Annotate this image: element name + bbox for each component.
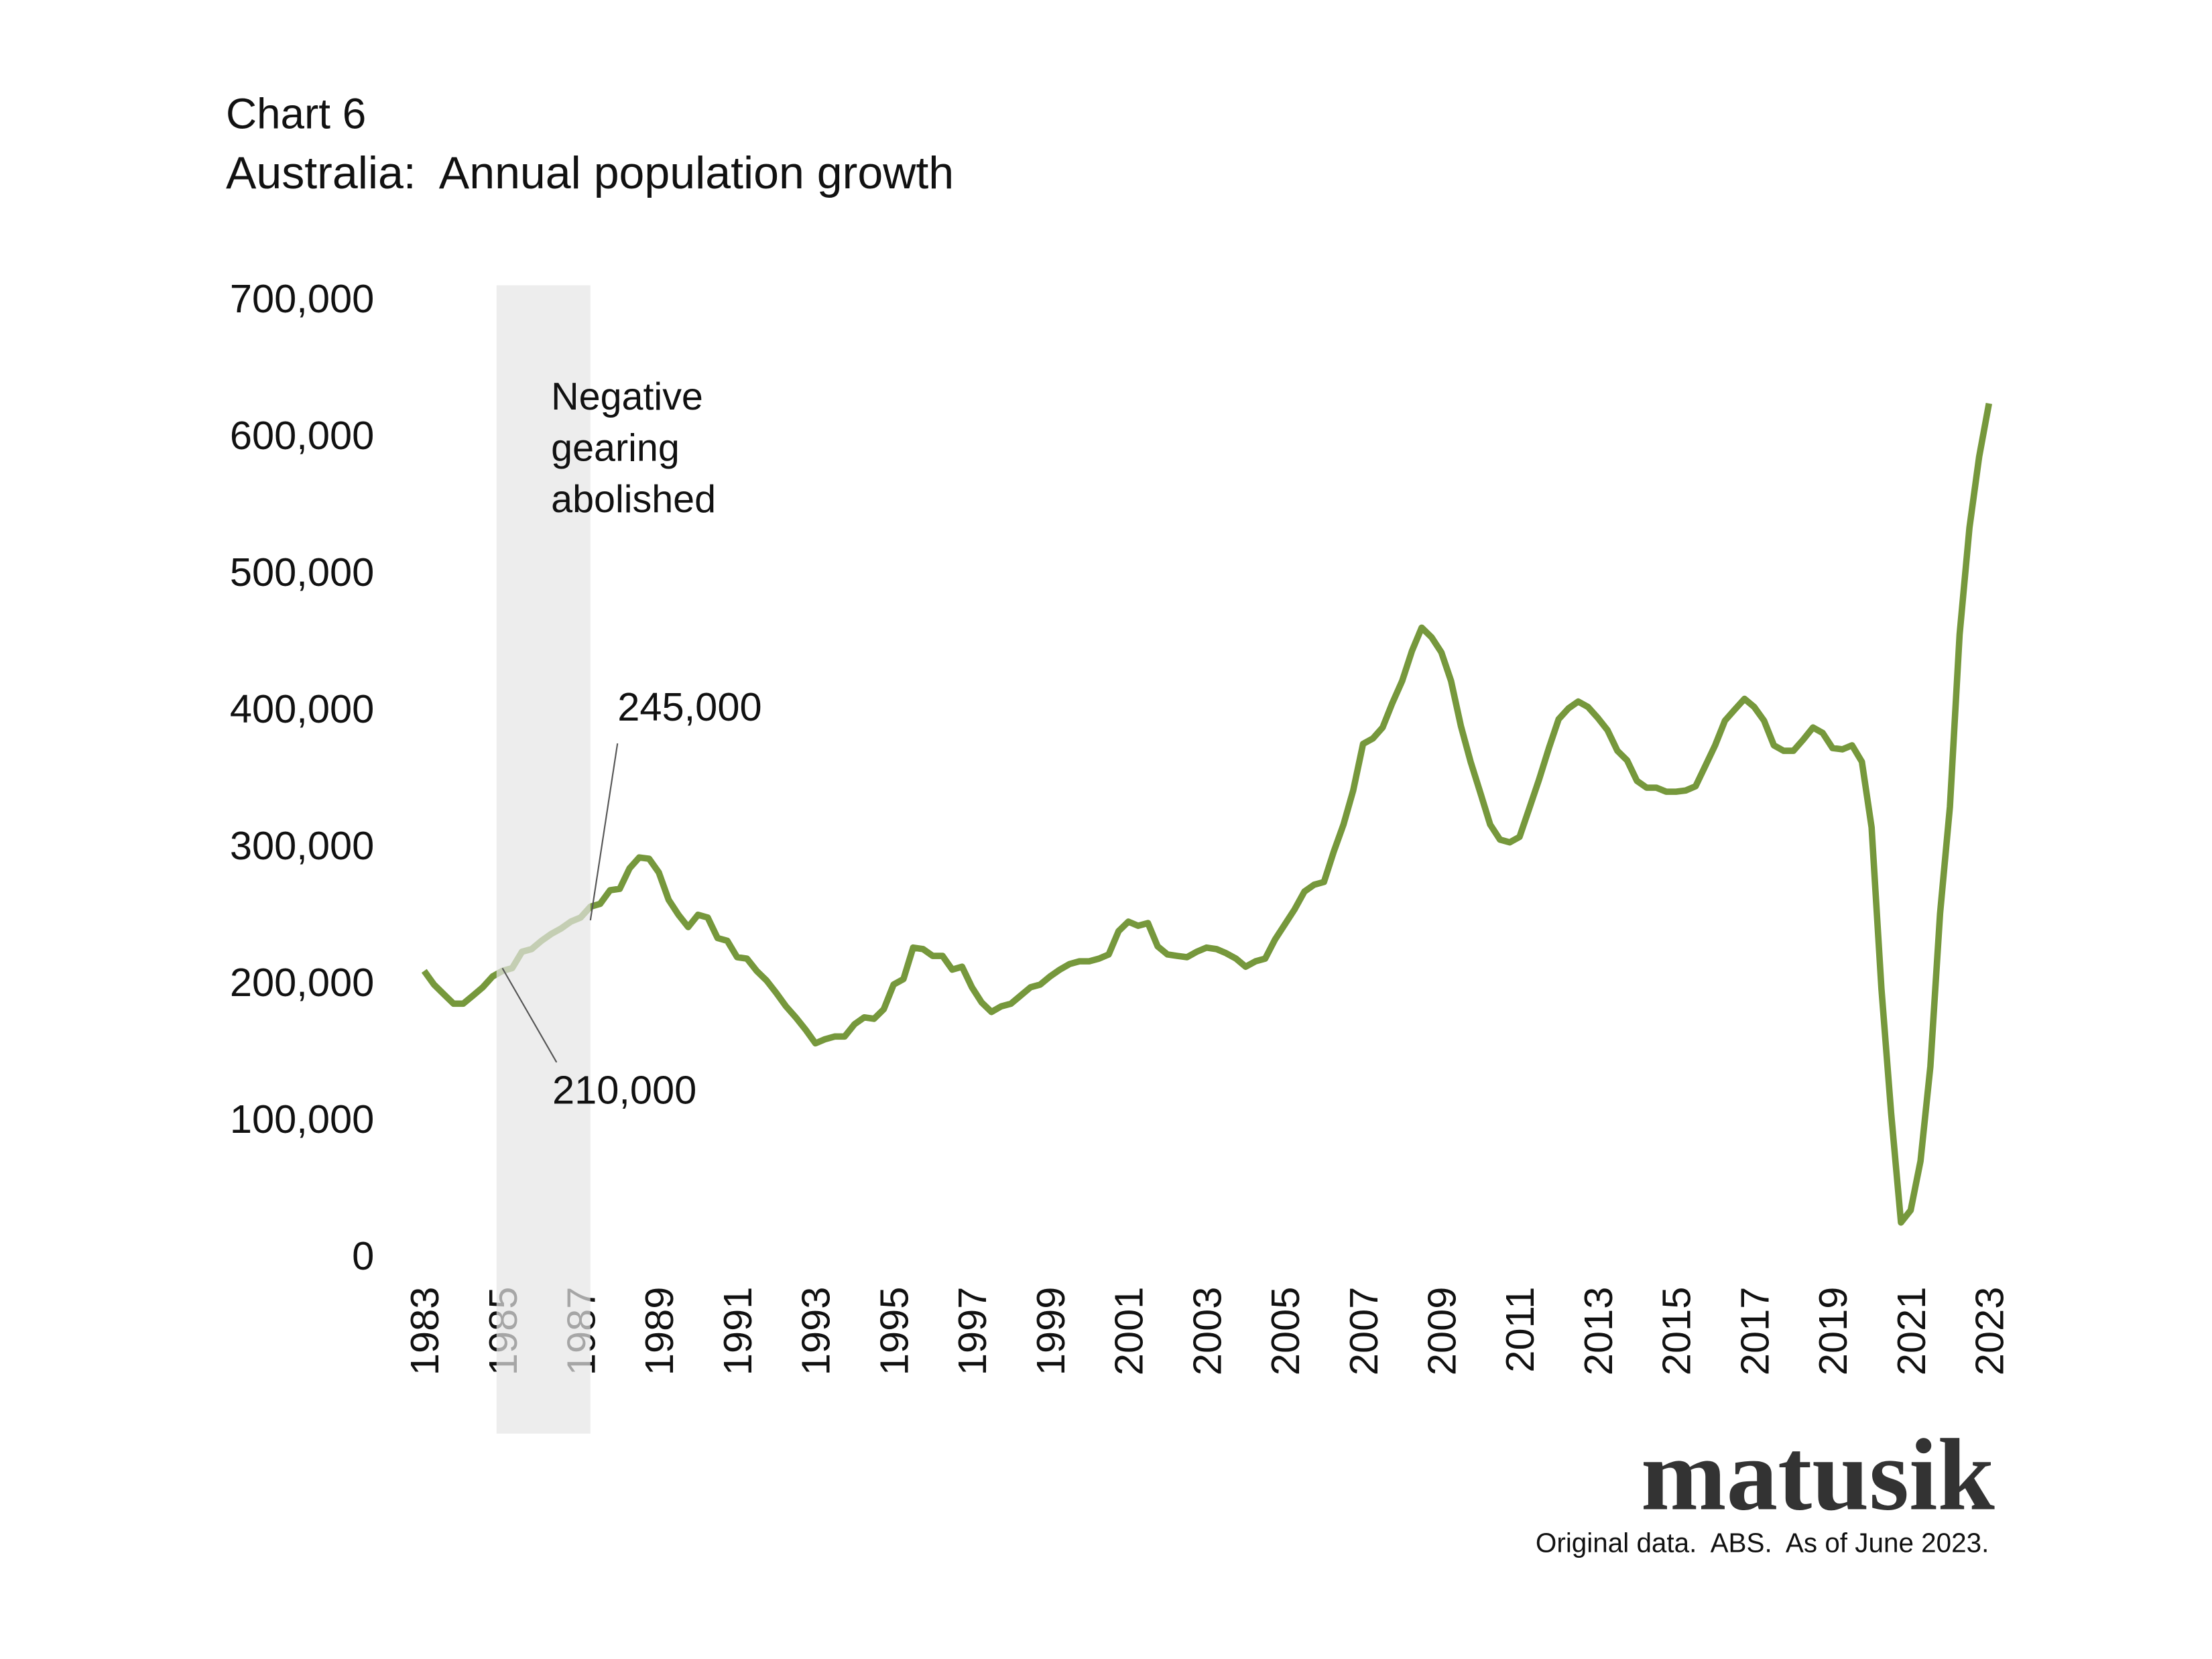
source-note: Original data. ABS. As of June 2023. (1536, 1527, 1989, 1558)
y-tick-label: 400,000 (230, 686, 374, 731)
x-tick-label: 1999 (1028, 1287, 1073, 1376)
x-tick-label: 1993 (794, 1287, 839, 1376)
shaded-label: gearing (551, 426, 680, 469)
x-tick-label: 1989 (637, 1287, 682, 1376)
annotation-label: 245,000 (617, 684, 761, 729)
shaded-period (496, 285, 591, 1434)
x-tick-label: 2007 (1341, 1287, 1386, 1376)
annotation-label: 210,000 (552, 1068, 696, 1113)
line (421, 402, 1993, 1226)
y-tick-label: 500,000 (230, 550, 374, 595)
x-tick-label: 2015 (1654, 1287, 1699, 1376)
x-tick-label: 2001 (1107, 1287, 1152, 1376)
leader-line (589, 743, 619, 921)
x-tick-label: 1995 (871, 1287, 916, 1376)
y-tick-label: 0 (352, 1233, 374, 1278)
y-tick-label: 200,000 (230, 960, 374, 1005)
y-tick-label: 700,000 (230, 276, 374, 321)
logo: matusik (1641, 1418, 1995, 1532)
y-tick-label: 600,000 (230, 413, 374, 458)
x-tick-label: 2003 (1184, 1287, 1229, 1376)
x-tick-label: 2019 (1810, 1287, 1855, 1376)
x-tick-label: 1983 (402, 1287, 447, 1376)
y-tick-label: 100,000 (230, 1097, 374, 1142)
shaded-label: Negative (551, 375, 703, 418)
x-tick-label: 2023 (1967, 1287, 2012, 1376)
y-tick-label: 300,000 (230, 823, 374, 868)
x-tick-label: 2013 (1576, 1287, 1621, 1376)
x-tick-label: 2009 (1419, 1287, 1464, 1376)
x-tick-label: 1991 (715, 1287, 760, 1376)
chart-subtitle: Australia: Annual population growth (226, 147, 954, 198)
chart-title: Chart 6 (226, 90, 366, 138)
x-tick-label: 2021 (1889, 1287, 1934, 1376)
leader-line (501, 967, 558, 1063)
x-tick-label: 1997 (950, 1287, 995, 1376)
shaded-label: abolished (551, 478, 716, 521)
x-tick-label: 2017 (1732, 1287, 1777, 1376)
x-tick-label: 2005 (1263, 1287, 1308, 1376)
x-tick-label: 2011 (1497, 1287, 1542, 1373)
